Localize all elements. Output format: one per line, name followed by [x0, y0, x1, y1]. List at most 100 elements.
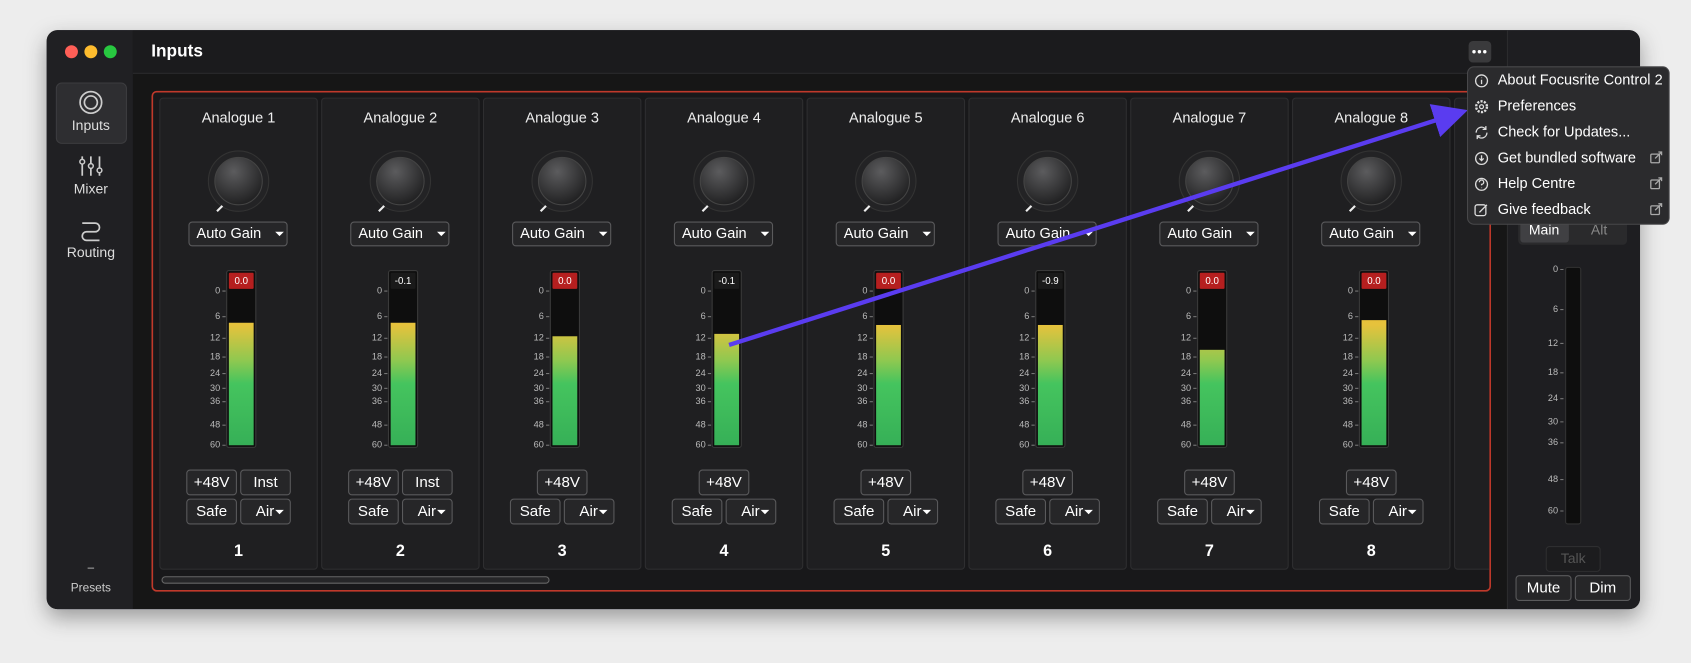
- phantom-button[interactable]: +48V: [860, 469, 912, 496]
- nav-label[interactable]: Inputs: [72, 117, 110, 133]
- menu-label[interactable]: Help Centre: [1498, 176, 1576, 192]
- air-dropdown-bg[interactable]: [1372, 498, 1424, 525]
- air-dropdown-label[interactable]: Air: [418, 503, 436, 520]
- inst-button[interactable]: Inst: [401, 469, 453, 496]
- menu-label[interactable]: Give feedback: [1498, 202, 1592, 218]
- safe-button-bg[interactable]: [1157, 498, 1208, 525]
- safe-button-label[interactable]: Safe: [682, 503, 713, 520]
- air-dropdown-bg[interactable]: [725, 498, 777, 525]
- safe-button-bg[interactable]: [671, 498, 723, 525]
- air-dropdown[interactable]: Air: [563, 498, 615, 525]
- mute-button[interactable]: Mute: [1515, 575, 1572, 602]
- talk-button[interactable]: [1545, 546, 1601, 572]
- air-dropdown-label[interactable]: Air: [741, 503, 759, 520]
- air-dropdown-bg[interactable]: [887, 498, 939, 525]
- dropdown-label[interactable]: Auto Gain: [1167, 226, 1232, 242]
- presets-label[interactable]: Presets: [71, 581, 111, 595]
- safe-button[interactable]: Safe: [671, 498, 723, 525]
- traffic-light[interactable]: [84, 45, 98, 59]
- safe-button-bg[interactable]: [833, 498, 885, 525]
- inst-button-bg[interactable]: [240, 469, 291, 496]
- menu-item[interactable]: Get bundled software: [1474, 150, 1663, 166]
- safe-button[interactable]: Safe: [509, 498, 561, 525]
- air-dropdown[interactable]: Air: [1372, 498, 1424, 525]
- phantom-button-label[interactable]: +48V: [1192, 474, 1228, 491]
- dropdown-bg[interactable]: [188, 221, 288, 247]
- phantom-button-bg[interactable]: [1345, 469, 1397, 496]
- safe-button[interactable]: Safe: [348, 498, 399, 525]
- gain-dropdown[interactable]: Auto Gain: [835, 221, 935, 247]
- phantom-button[interactable]: +48V: [1184, 469, 1235, 496]
- air-dropdown-bg[interactable]: [240, 498, 291, 525]
- safe-button[interactable]: Safe: [995, 498, 1047, 525]
- scrollbar[interactable]: [161, 576, 550, 584]
- menu-label[interactable]: Get bundled software: [1498, 150, 1636, 166]
- traffic-light[interactable]: [64, 45, 78, 59]
- dropdown-bg[interactable]: [350, 221, 450, 247]
- air-dropdown-label[interactable]: Air: [903, 503, 921, 520]
- phantom-button-label[interactable]: +48V: [706, 474, 742, 491]
- safe-button-bg[interactable]: [509, 498, 561, 525]
- inst-button[interactable]: Inst: [240, 469, 291, 496]
- gain-dropdown[interactable]: Auto Gain: [350, 221, 450, 247]
- menu-label[interactable]: Preferences: [1498, 99, 1576, 115]
- gain-knob[interactable]: [1023, 156, 1072, 206]
- traffic-light[interactable]: [103, 45, 117, 59]
- menu-item[interactable]: Check for Updates...: [1475, 124, 1631, 140]
- safe-button[interactable]: Safe: [186, 498, 237, 525]
- safe-button-label[interactable]: Safe: [196, 503, 227, 520]
- nav-label[interactable]: Routing: [67, 244, 115, 260]
- safe-button-label[interactable]: Safe: [520, 503, 551, 520]
- dropdown-bg[interactable]: [673, 221, 774, 247]
- phantom-button[interactable]: +48V: [1022, 469, 1073, 496]
- menu-label[interactable]: Check for Updates...: [1498, 124, 1631, 140]
- nav-item[interactable]: Inputs: [72, 90, 110, 133]
- safe-button-bg[interactable]: [348, 498, 399, 525]
- phantom-button[interactable]: +48V: [186, 469, 237, 496]
- air-dropdown-label[interactable]: Air: [1389, 503, 1407, 520]
- safe-button-bg[interactable]: [186, 498, 237, 525]
- nav-item[interactable]: Routing: [67, 222, 115, 260]
- gain-dropdown[interactable]: Auto Gain: [1159, 221, 1259, 247]
- gain-knob[interactable]: [699, 156, 749, 206]
- safe-button-bg[interactable]: [995, 498, 1047, 525]
- phantom-button[interactable]: +48V: [348, 469, 399, 496]
- safe-button-label[interactable]: Safe: [358, 503, 389, 520]
- air-dropdown[interactable]: Air: [725, 498, 777, 525]
- alt-label[interactable]: Alt: [1591, 221, 1607, 237]
- dropdown-label[interactable]: Auto Gain: [1329, 226, 1394, 242]
- dropdown-bg[interactable]: [1321, 221, 1421, 247]
- dropdown-label[interactable]: Auto Gain: [520, 226, 585, 242]
- main-label[interactable]: Main: [1529, 221, 1559, 237]
- phantom-button-bg[interactable]: [536, 469, 588, 496]
- gain-dropdown[interactable]: Auto Gain: [673, 221, 774, 247]
- mute-button-bg[interactable]: [1515, 575, 1572, 602]
- air-dropdown-bg[interactable]: [1049, 498, 1100, 525]
- air-dropdown-label[interactable]: Air: [579, 503, 597, 520]
- gain-dropdown[interactable]: Auto Gain: [512, 221, 612, 247]
- dim-button[interactable]: Dim: [1574, 575, 1631, 602]
- dropdown-label[interactable]: Auto Gain: [682, 226, 747, 242]
- nav-label[interactable]: Mixer: [74, 180, 109, 196]
- inst-button-bg[interactable]: [401, 469, 453, 496]
- inst-button-label[interactable]: Inst: [253, 474, 278, 491]
- phantom-button-label[interactable]: +48V: [194, 474, 230, 491]
- air-dropdown[interactable]: Air: [887, 498, 939, 525]
- phantom-button[interactable]: +48V: [536, 469, 588, 496]
- air-dropdown-bg[interactable]: [563, 498, 615, 525]
- air-dropdown[interactable]: Air: [1049, 498, 1100, 525]
- safe-button-label[interactable]: Safe: [1329, 503, 1360, 520]
- gain-knob[interactable]: [537, 156, 587, 206]
- phantom-button-label[interactable]: +48V: [1030, 474, 1066, 491]
- air-dropdown[interactable]: Air: [240, 498, 291, 525]
- dropdown-bg[interactable]: [835, 221, 935, 247]
- gain-knob[interactable]: [1185, 156, 1234, 206]
- menu-item[interactable]: Give feedback: [1474, 202, 1663, 218]
- gain-knob[interactable]: [376, 156, 425, 206]
- dim-button-label[interactable]: Dim: [1589, 580, 1616, 597]
- air-dropdown-label[interactable]: Air: [1227, 503, 1245, 520]
- safe-button-label[interactable]: Safe: [1005, 503, 1036, 520]
- safe-button-label[interactable]: Safe: [1167, 503, 1198, 520]
- dropdown-label[interactable]: Auto Gain: [358, 226, 423, 242]
- menu-item[interactable]: Preferences: [1474, 99, 1576, 115]
